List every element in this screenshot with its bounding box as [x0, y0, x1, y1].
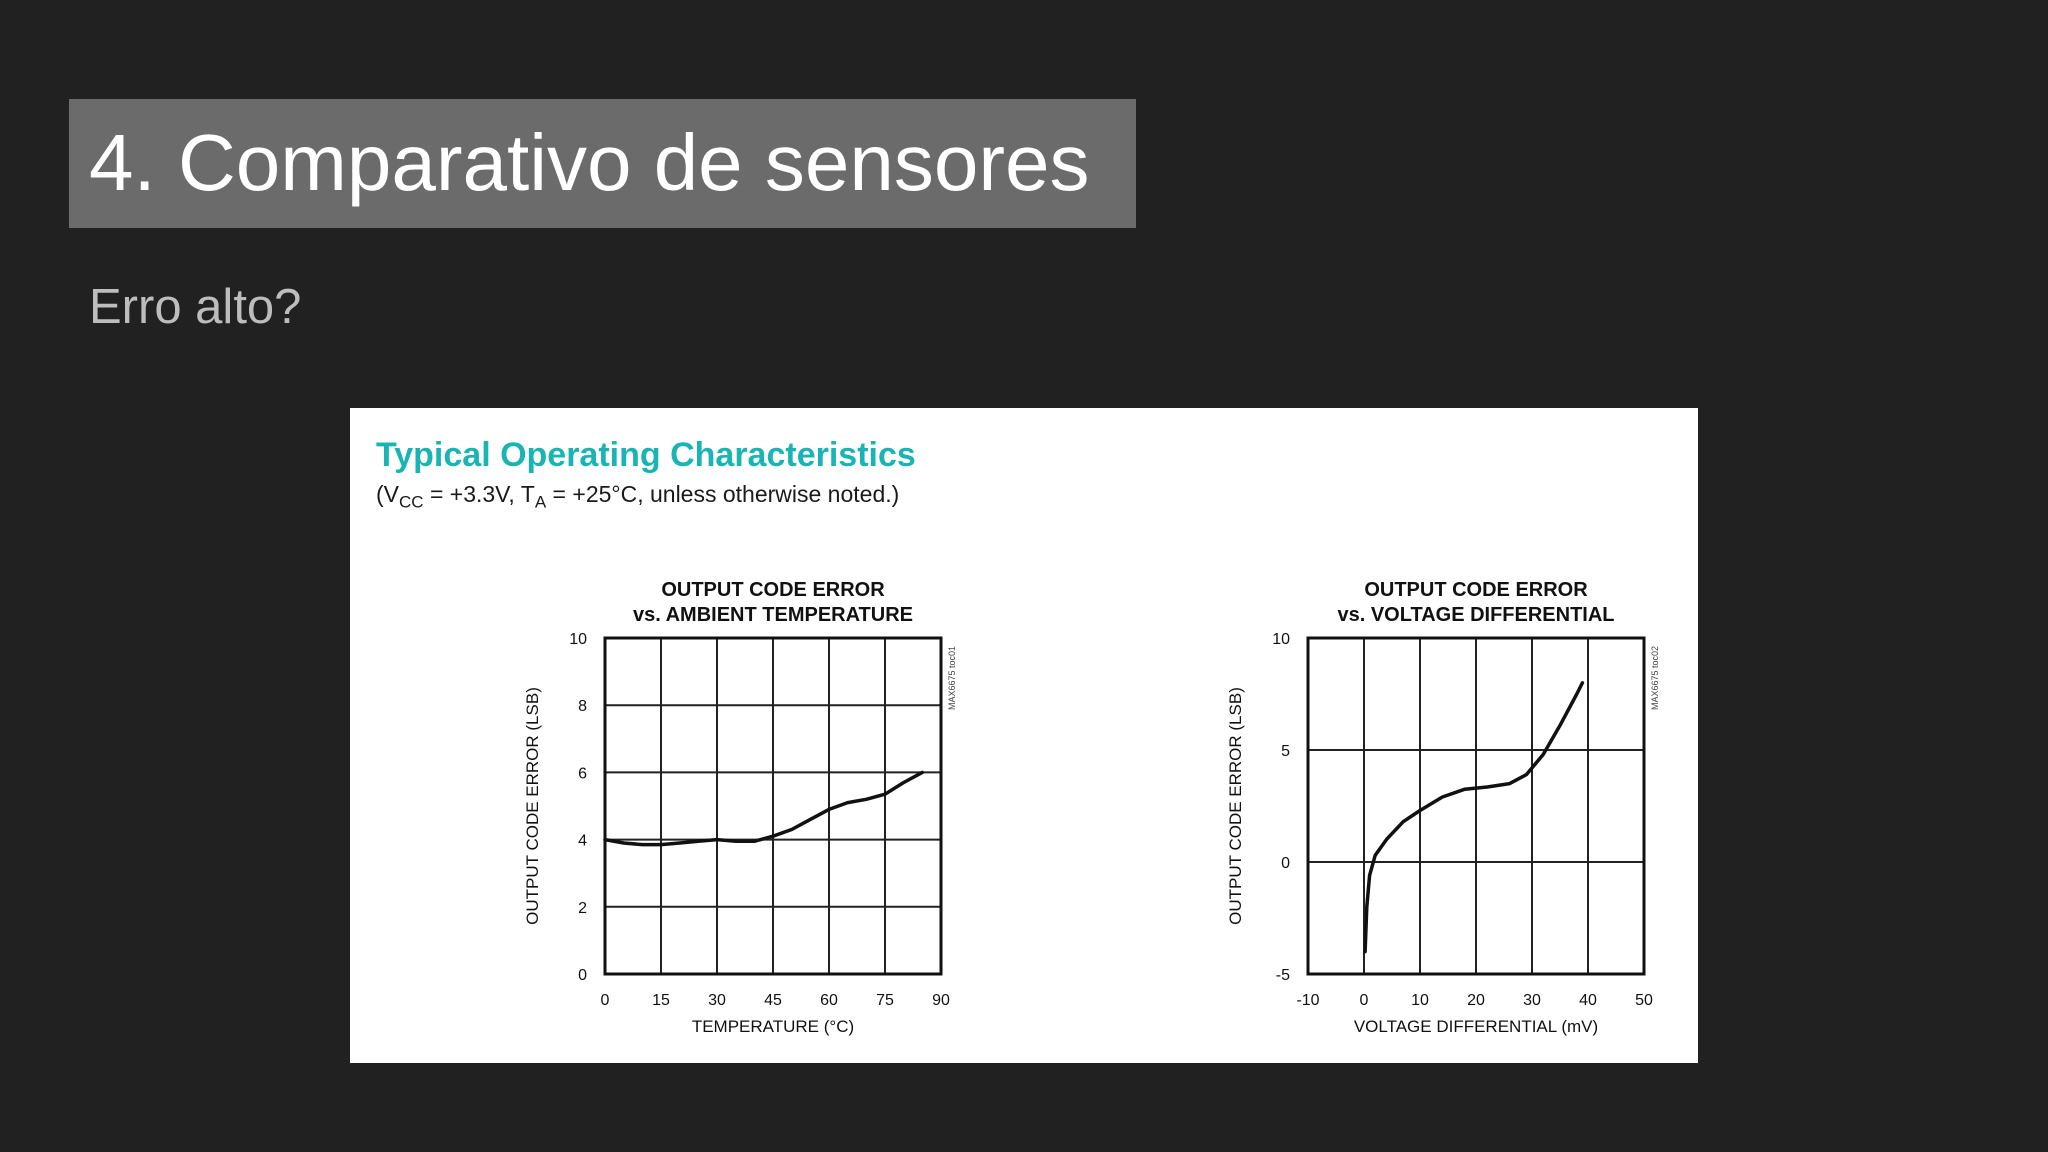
y-tick-label: 10	[1272, 631, 1290, 648]
x-tick-label: 75	[876, 992, 894, 1009]
x-tick-label: 45	[764, 992, 782, 1009]
cond-tsub: A	[534, 492, 547, 512]
slide-title-box: 4. Comparativo de sensores	[69, 99, 1136, 228]
chart-temperature: OUTPUT CODE ERROR vs. AMBIENT TEMPERATURE…	[350, 408, 1024, 1063]
series-line	[1363, 681, 1585, 954]
y-tick-label: 0	[1281, 855, 1290, 872]
x-tick-label: 50	[1635, 992, 1653, 1009]
slide-title: 4. Comparativo de sensores	[89, 118, 1090, 207]
chart-title: OUTPUT CODE ERROR	[1364, 579, 1588, 601]
chart-subtitle: vs. VOLTAGE DIFFERENTIAL	[1337, 604, 1614, 626]
figure-heading: Typical Operating Characteristics	[376, 436, 916, 474]
plot-frame	[1306, 636, 1646, 976]
x-tick-label: 30	[1523, 992, 1541, 1009]
slide-subtitle: Erro alto?	[89, 280, 302, 334]
y-tick-label: 2	[578, 900, 587, 917]
cond-open: (V	[376, 481, 399, 507]
y-axis-label: OUTPUT CODE ERROR (LSB)	[523, 687, 542, 925]
x-tick-label: -10	[1296, 992, 1319, 1009]
x-tick-label: 60	[820, 992, 838, 1009]
figure-conditions: (VCC = +3.3V, TA = +25°C, unless otherwi…	[376, 481, 899, 513]
y-tick-label: -5	[1276, 967, 1290, 984]
y-tick-label: 4	[578, 833, 587, 850]
y-tick-label: 5	[1281, 743, 1290, 760]
x-axis-label: VOLTAGE DIFFERENTIAL (mV)	[1354, 1017, 1598, 1036]
cond-vsub: CC	[399, 492, 424, 512]
y-tick-label: 6	[578, 765, 587, 782]
series-line	[603, 770, 925, 847]
chart-voltage-svg: OUTPUT CODE ERROR vs. VOLTAGE DIFFERENTIA…	[1226, 579, 1660, 1036]
plot-frame	[603, 636, 943, 976]
chart-watermark: MAX6675 toc02	[1650, 646, 1660, 710]
x-tick-label: 10	[1411, 992, 1429, 1009]
cond-close: = +25°C, unless otherwise noted.)	[546, 481, 900, 507]
x-tick-label: 20	[1467, 992, 1485, 1009]
chart-temperature-svg: OUTPUT CODE ERROR vs. AMBIENT TEMPERATURE…	[523, 579, 957, 1036]
x-tick-label: 30	[708, 992, 726, 1009]
x-tick-label: 15	[652, 992, 670, 1009]
y-axis-label: OUTPUT CODE ERROR (LSB)	[1226, 687, 1245, 925]
datasheet-figure: Typical Operating Characteristics (VCC =…	[350, 408, 1698, 1063]
chart-watermark: MAX6675 toc01	[947, 646, 957, 710]
x-axis-label: TEMPERATURE (°C)	[692, 1017, 854, 1036]
y-tick-label: 0	[578, 967, 587, 984]
chart-voltage: OUTPUT CODE ERROR vs. VOLTAGE DIFFERENTIA…	[1024, 408, 1698, 1063]
x-tick-label: 0	[601, 992, 610, 1009]
x-tick-label: 0	[1360, 992, 1369, 1009]
x-tick-label: 90	[932, 992, 950, 1009]
x-tick-label: 40	[1579, 992, 1597, 1009]
chart-subtitle: vs. AMBIENT TEMPERATURE	[633, 604, 913, 626]
y-tick-label: 10	[569, 631, 587, 648]
chart-title: OUTPUT CODE ERROR	[661, 579, 885, 601]
cond-mid: = +3.3V, T	[423, 481, 535, 507]
y-tick-label: 8	[578, 698, 587, 715]
